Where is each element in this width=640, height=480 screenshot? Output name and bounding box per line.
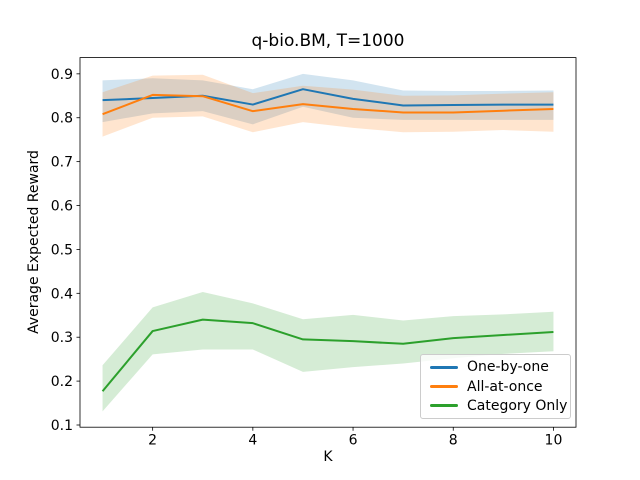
y-tick-label-0.8: 0.8 [51,111,73,127]
y-tick-label-0.3: 0.3 [51,330,73,346]
x-tick-label-10: 10 [545,433,563,449]
y-tick-label-0.6: 0.6 [51,199,73,215]
legend-item-category-only: Category Only [430,399,570,413]
data-line-one-by-one [102,88,554,107]
legend-item-all-at-once: All-at-once [430,380,570,394]
y-axis-label: Average Expected Reward [26,150,42,334]
legend: One-by-one All-at-once Category Only [420,354,571,419]
legend-label: Category Only [467,397,568,414]
legend-line-sample-orange [430,385,458,388]
y-tick-label-0.2: 0.2 [51,374,73,390]
x-tick-label-6: 6 [349,433,358,449]
legend-label: One-by-one [467,359,549,376]
legend-line-sample-blue [430,365,458,369]
y-tick-label-0.4: 0.4 [51,286,73,302]
confidence-band-category-only [102,292,554,412]
x-tick-label-2: 2 [148,433,157,449]
chart-title: q-bio.BM, T=1000 [251,31,405,51]
axes-frame [79,57,577,428]
x-tick-label-8: 8 [449,433,458,449]
data-line-category-only [101,318,554,392]
legend-item-one-by-one: One-by-one [430,360,570,374]
legend-label: All-at-once [467,378,543,395]
x-axis-label: K [323,449,333,465]
y-tick-label-0.1: 0.1 [51,418,73,434]
data-line-all-at-once [102,93,554,116]
y-tick-label-0.7: 0.7 [51,155,73,171]
y-tick-label-0.5: 0.5 [51,242,73,258]
y-tick-label-0.9: 0.9 [51,67,73,83]
legend-line-sample-green [430,404,458,408]
x-tick-label-4: 4 [248,433,257,449]
